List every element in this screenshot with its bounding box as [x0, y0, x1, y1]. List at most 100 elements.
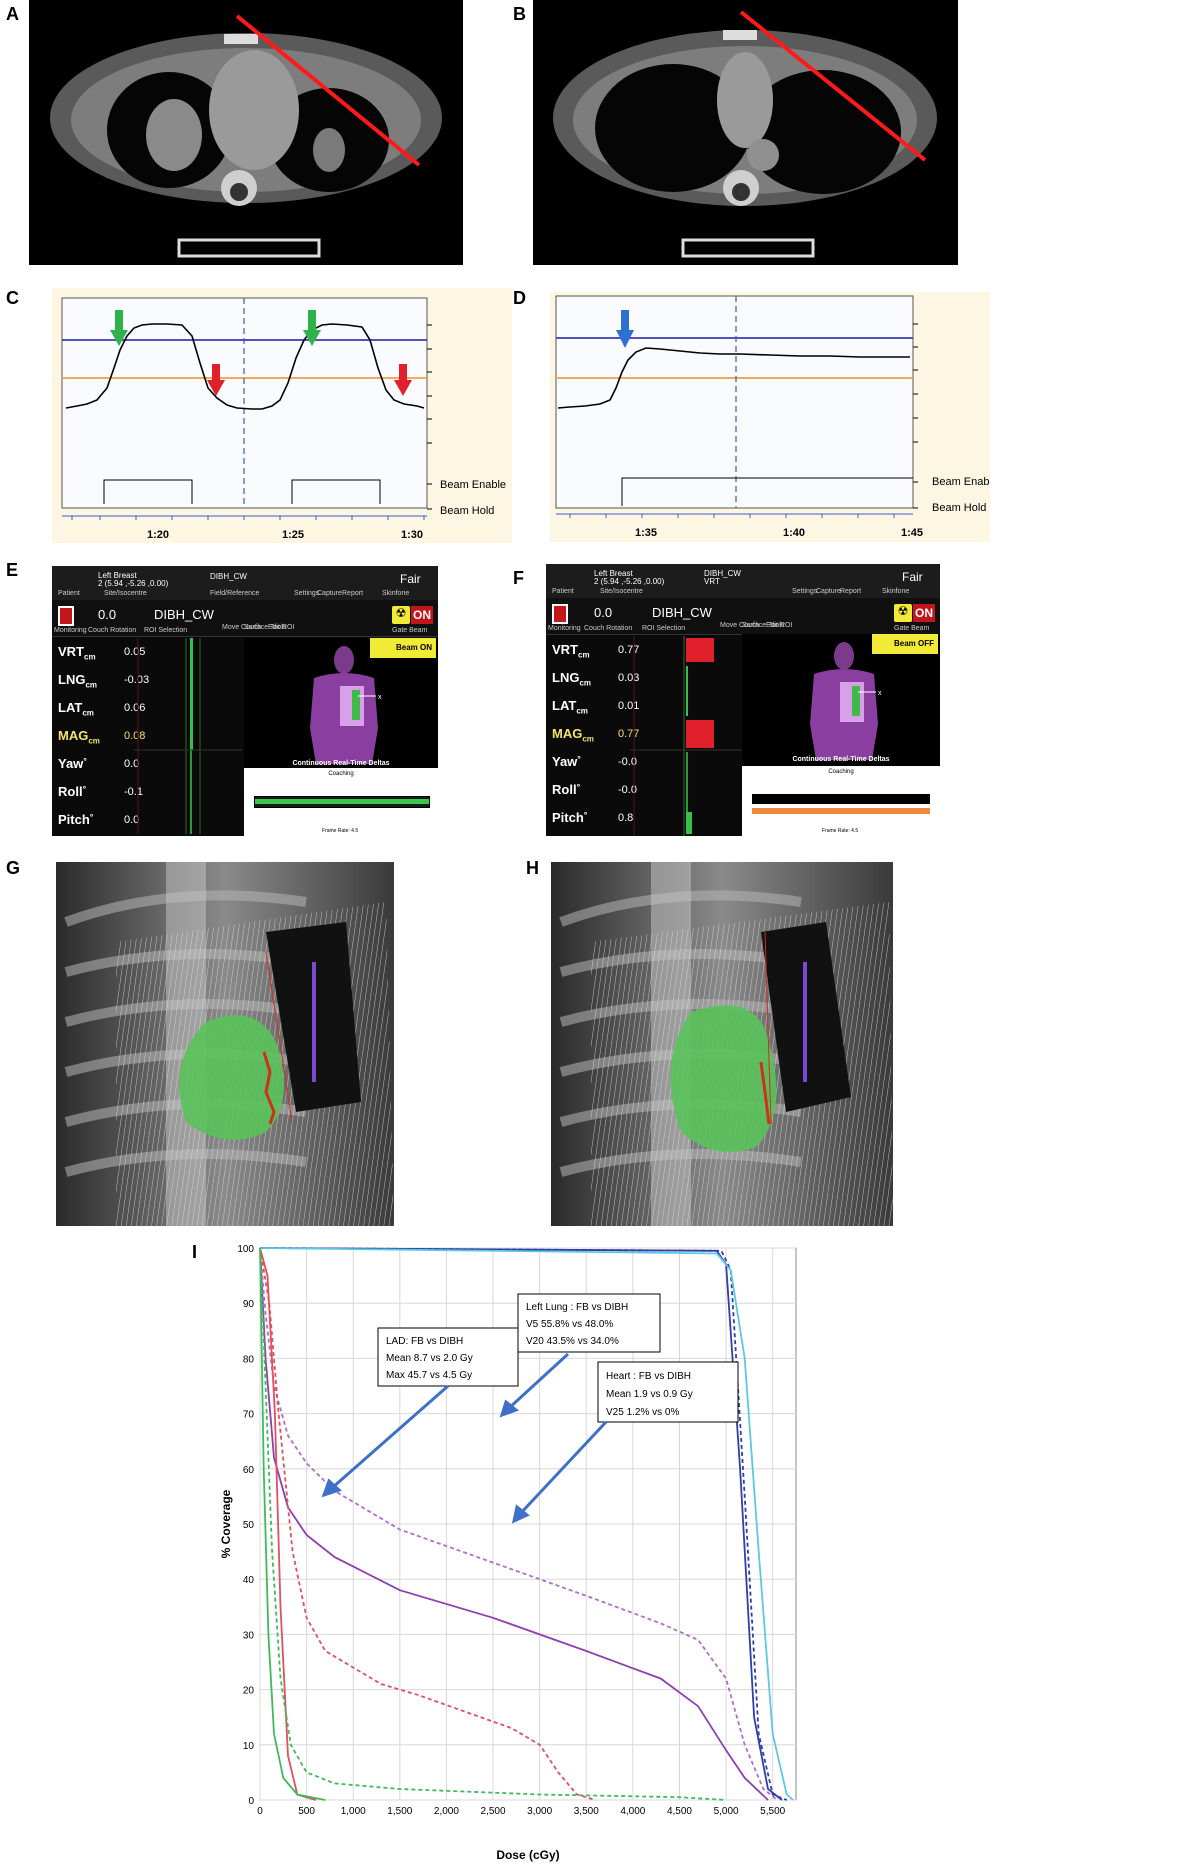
monitoring-icon[interactable] — [552, 604, 568, 624]
row-unit: cm — [582, 734, 594, 744]
row-label: Roll — [552, 782, 577, 797]
capture-label[interactable]: Capture — [816, 588, 841, 595]
heart-box-line-2: Mean 1.9 vs 0.9 Gy — [606, 1389, 693, 1400]
gating-trace-dibh: Beam Enable Beam Hold 1:35 1:40 1:45 — [550, 292, 998, 542]
lung-box-line-2: V5 55.8% vs 48.0% — [526, 1319, 613, 1330]
row-unit: ° — [83, 756, 87, 766]
lad-box-line-2: Mean 8.7 vs 2.0 Gy — [386, 1353, 473, 1364]
dvh-y-tick-label: 80 — [243, 1354, 255, 1365]
coaching-label: Coaching — [828, 769, 854, 775]
panel-label-c: C — [6, 288, 19, 308]
lad-box-line-1: LAD: FB vs DIBH — [386, 1336, 463, 1347]
field-sub: Field/Reference — [210, 590, 260, 597]
beam-enable-label-c: Beam Enable — [440, 479, 506, 491]
heart-box-line-3: V25 1.2% vs 0% — [606, 1407, 679, 1418]
dvh-x-axis-label: Dose (cGy) — [496, 1848, 559, 1862]
site-coords: 2 (5.94 ,-5.26 ,0.00) — [98, 579, 169, 588]
row-unit: cm — [88, 736, 100, 746]
report-label[interactable]: Report — [342, 590, 364, 597]
surface-tools-label[interactable]: Surface Tools — [742, 622, 785, 629]
row-unit: ° — [82, 784, 87, 794]
body-surface-model: x — [810, 642, 882, 760]
couch-sub: Couch Rotation — [88, 627, 137, 634]
dvh-x-tick-label: 4,500 — [667, 1806, 692, 1817]
field-sub: VRT — [704, 577, 720, 586]
dvh-x-tick-label: 2,000 — [434, 1806, 459, 1817]
panel-label-d: D — [513, 288, 526, 308]
gating-trace-c-svg: Beam Enable Beam Hold 1:20 1:25 1:30 — [52, 288, 512, 543]
coaching-bar-track — [254, 796, 430, 808]
beam-status-text: Beam ON — [395, 643, 432, 652]
dvh-x-ticks: 0 500 1,000 1,500 2,000 2,500 3,000 3,500 4,000 4… — [257, 1806, 785, 1817]
row-label: MAG — [552, 726, 583, 741]
dvh-x-tick-label: 3,000 — [527, 1806, 552, 1817]
status-sub: Skinfone — [882, 588, 910, 595]
surface-tools-label[interactable]: Surface Tools — [244, 624, 287, 631]
sgrt-second-bar: Monitoring 0.0 Couch Rotation DIBH_CW RO… — [52, 600, 438, 637]
dvh-y-tick-label: 20 — [243, 1686, 255, 1697]
time-tick-d-1: 1:35 — [635, 527, 657, 539]
row-unit: cm — [578, 650, 590, 660]
dvh-y-axis-label: % Coverage — [219, 1489, 233, 1558]
monitoring-icon[interactable] — [58, 606, 74, 626]
deltas-title: Continuous Real-Time Deltas — [292, 760, 390, 767]
row-label: Roll — [58, 784, 83, 799]
couch-sub: Couch Rotation — [584, 625, 633, 632]
roi-value[interactable]: DIBH_CW — [154, 607, 214, 622]
panel-label-i: I — [192, 1242, 198, 1262]
surface-view-f: Beam OFF x Continuous Real-Time Deltas C… — [742, 634, 940, 836]
report-label[interactable]: Report — [840, 588, 862, 595]
edit-roi-label[interactable]: Edit ROI — [766, 622, 793, 629]
sgrt-top-bar: Patient Left Breast 2 (5.94 ,-5.26 ,0.00… — [546, 564, 940, 599]
sgrt-screen-beam-off: Patient Left Breast 2 (5.94 ,-5.26 ,0.00… — [546, 564, 940, 836]
settings-label[interactable]: Settings — [792, 588, 818, 595]
ct-image-dibh — [533, 0, 958, 265]
monitoring-label: Monitoring — [548, 625, 581, 632]
row-unit: ° — [583, 810, 588, 820]
roi-sub: ROI Selection — [144, 627, 188, 634]
surface-view-e: Beam ON x Continuous Real-Time Deltas Co… — [244, 638, 438, 836]
dvh-x-tick-label: 5,000 — [714, 1806, 739, 1817]
gate-beam-on-button[interactable]: ON — [913, 604, 935, 622]
dvh-y-tick-label: 0 — [248, 1796, 254, 1807]
annotation-arrows — [321, 1352, 608, 1524]
time-tick-d-3: 1:45 — [901, 527, 923, 539]
panel-label-f: F — [513, 568, 524, 588]
gate-beam-on-button[interactable]: ON — [411, 606, 433, 624]
dvh-y-tick-label: 30 — [243, 1630, 255, 1641]
row-unit: cm — [579, 678, 592, 688]
roi-value[interactable]: DIBH_CW — [652, 605, 712, 620]
delta-bars-e — [134, 638, 242, 834]
lung-box-line-3: V20 43.5% vs 34.0% — [526, 1336, 619, 1347]
capture-label[interactable]: Capture — [317, 590, 342, 597]
coaching-panel: Coaching Frame Rate: 4.5 — [742, 766, 940, 836]
time-tick-c-2: 1:25 — [282, 529, 304, 541]
row-unit: ° — [576, 782, 581, 792]
settings-label[interactable]: Settings — [294, 590, 320, 597]
site-label: Left Breast — [98, 571, 137, 580]
row-label: LNG — [552, 670, 580, 685]
row-label: Yaw — [58, 756, 84, 771]
sgrt-screen-beam-on: Patient Left Breast 2 (5.94 ,-5.26 ,0.00… — [52, 566, 438, 836]
dvh-curves — [259, 1247, 794, 1801]
lad-annotation-box: LAD: FB vs DIBH Mean 8.7 vs 2.0 Gy Max 4… — [377, 1327, 519, 1387]
frame-rate: Frame Rate: 4.5 — [322, 828, 359, 834]
move-couch-label[interactable]: Move Couch — [222, 624, 262, 631]
row-label: VRT — [58, 644, 84, 659]
couch-value: 0.0 — [594, 605, 613, 620]
row-unit: ° — [577, 754, 581, 764]
row-label: VRT — [552, 642, 578, 657]
panel-label-e: E — [6, 560, 19, 580]
row-unit: cm — [82, 708, 94, 718]
beam-status-button: Beam ON — [370, 638, 436, 658]
panel-label-b: B — [513, 4, 526, 24]
time-tick-c-3: 1:30 — [401, 529, 423, 541]
dvh-y-tick-label: 40 — [243, 1575, 255, 1586]
beam-status-text: Beam OFF — [893, 639, 934, 648]
move-couch-label[interactable]: Move Couch — [720, 622, 760, 629]
beam-enable-label-d: Beam Enable — [932, 476, 990, 488]
dvh-x-tick-label: 0 — [257, 1806, 263, 1817]
body-surface-model: x — [310, 646, 382, 764]
edit-roi-label[interactable]: Edit ROI — [268, 624, 295, 631]
dvh-y-ticks: 0 10 20 30 40 50 60 70 80 90 100 — [237, 1244, 254, 1807]
